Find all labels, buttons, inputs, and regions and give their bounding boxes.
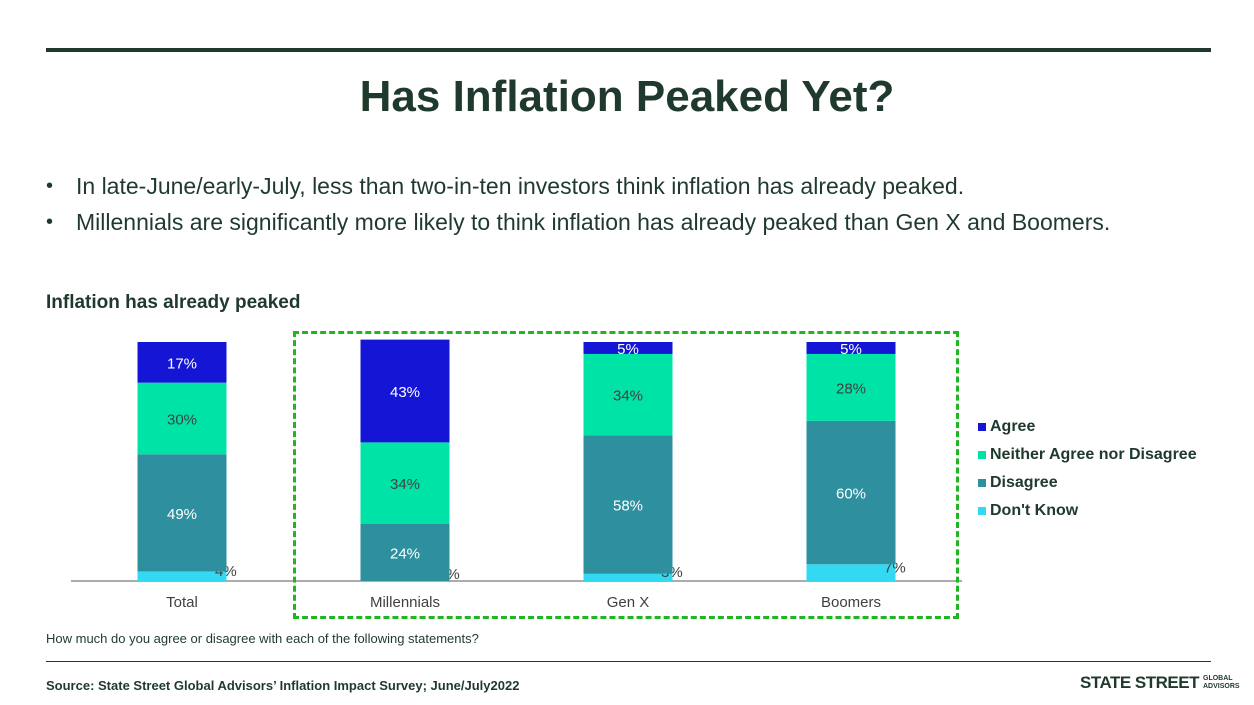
logo-subtitle-line: GLOBAL bbox=[1203, 675, 1233, 682]
data-label: 34% bbox=[613, 388, 643, 405]
bullet-list: In late-June/early-July, less than two-i… bbox=[46, 168, 1110, 240]
data-label: 49% bbox=[167, 506, 197, 523]
x-tick-label: Boomers bbox=[821, 594, 881, 611]
bar-segment bbox=[360, 442, 450, 524]
bar-segment bbox=[583, 573, 673, 581]
bar-segment bbox=[806, 353, 896, 421]
legend-swatch bbox=[978, 451, 986, 459]
data-label: 58% bbox=[613, 498, 643, 515]
legend-swatch bbox=[978, 479, 986, 487]
bar-segment bbox=[583, 435, 673, 574]
data-label: 28% bbox=[836, 380, 866, 397]
x-tick-label: Total bbox=[166, 594, 198, 611]
bar-segment bbox=[806, 564, 896, 581]
legend-item: Disagree bbox=[978, 469, 1197, 497]
bar-segment bbox=[583, 353, 673, 436]
legend-label: Agree bbox=[990, 418, 1036, 435]
legend-swatch bbox=[978, 507, 986, 515]
bar-segment bbox=[137, 571, 227, 581]
x-tick-label: Gen X bbox=[607, 594, 650, 611]
data-label: 43% bbox=[390, 384, 420, 401]
highlight-box bbox=[293, 331, 959, 619]
page-title: Has Inflation Peaked Yet? bbox=[359, 72, 895, 121]
data-label: 17% bbox=[167, 355, 197, 372]
bullet-item: In late-June/early-July, less than two-i… bbox=[46, 168, 1110, 204]
legend: Agree Neither Agree nor Disagree Disagree D… bbox=[978, 413, 1197, 525]
legend-label: Disagree bbox=[990, 474, 1058, 491]
bar-segment bbox=[137, 342, 227, 383]
data-label: 5% bbox=[617, 341, 639, 358]
legend-item: Don't Know bbox=[978, 497, 1197, 525]
legend-item: Neither Agree nor Disagree bbox=[978, 441, 1197, 469]
x-tick-label: Millennials bbox=[370, 594, 440, 611]
legend-swatch bbox=[978, 423, 986, 431]
logo-subtitle-line: ADVISORS bbox=[1203, 683, 1240, 690]
chart-title: Inflation has already peaked bbox=[46, 292, 301, 313]
bar-segment bbox=[137, 382, 227, 455]
data-label: 60% bbox=[836, 486, 866, 503]
bar-segment bbox=[137, 454, 227, 572]
data-label: 5% bbox=[840, 341, 862, 358]
logo-subtitle: GLOBAL ADVISORS bbox=[1203, 675, 1240, 691]
bottom-rule bbox=[46, 661, 1211, 662]
survey-question: How much do you agree or disagree with e… bbox=[46, 631, 479, 646]
data-label: 24% bbox=[390, 545, 420, 562]
source-note: Source: State Street Global Advisors’ In… bbox=[46, 678, 520, 693]
legend-item: Agree bbox=[978, 413, 1197, 441]
bar-segment bbox=[806, 420, 896, 565]
state-street-logo: STATE STREET GLOBAL ADVISORS bbox=[1080, 673, 1240, 693]
bar-segment bbox=[360, 339, 450, 443]
logo-wordmark: STATE STREET bbox=[1080, 673, 1200, 692]
top-rule bbox=[46, 48, 1211, 52]
bar-segment bbox=[806, 342, 896, 354]
data-label: 30% bbox=[167, 411, 197, 428]
bar-segment bbox=[360, 523, 450, 581]
legend-label: Neither Agree nor Disagree bbox=[990, 446, 1197, 463]
bullet-item: Millennials are significantly more likel… bbox=[46, 204, 1110, 240]
legend-label: Don't Know bbox=[990, 502, 1079, 519]
bar-segment bbox=[583, 342, 673, 354]
data-label: 34% bbox=[390, 476, 420, 493]
